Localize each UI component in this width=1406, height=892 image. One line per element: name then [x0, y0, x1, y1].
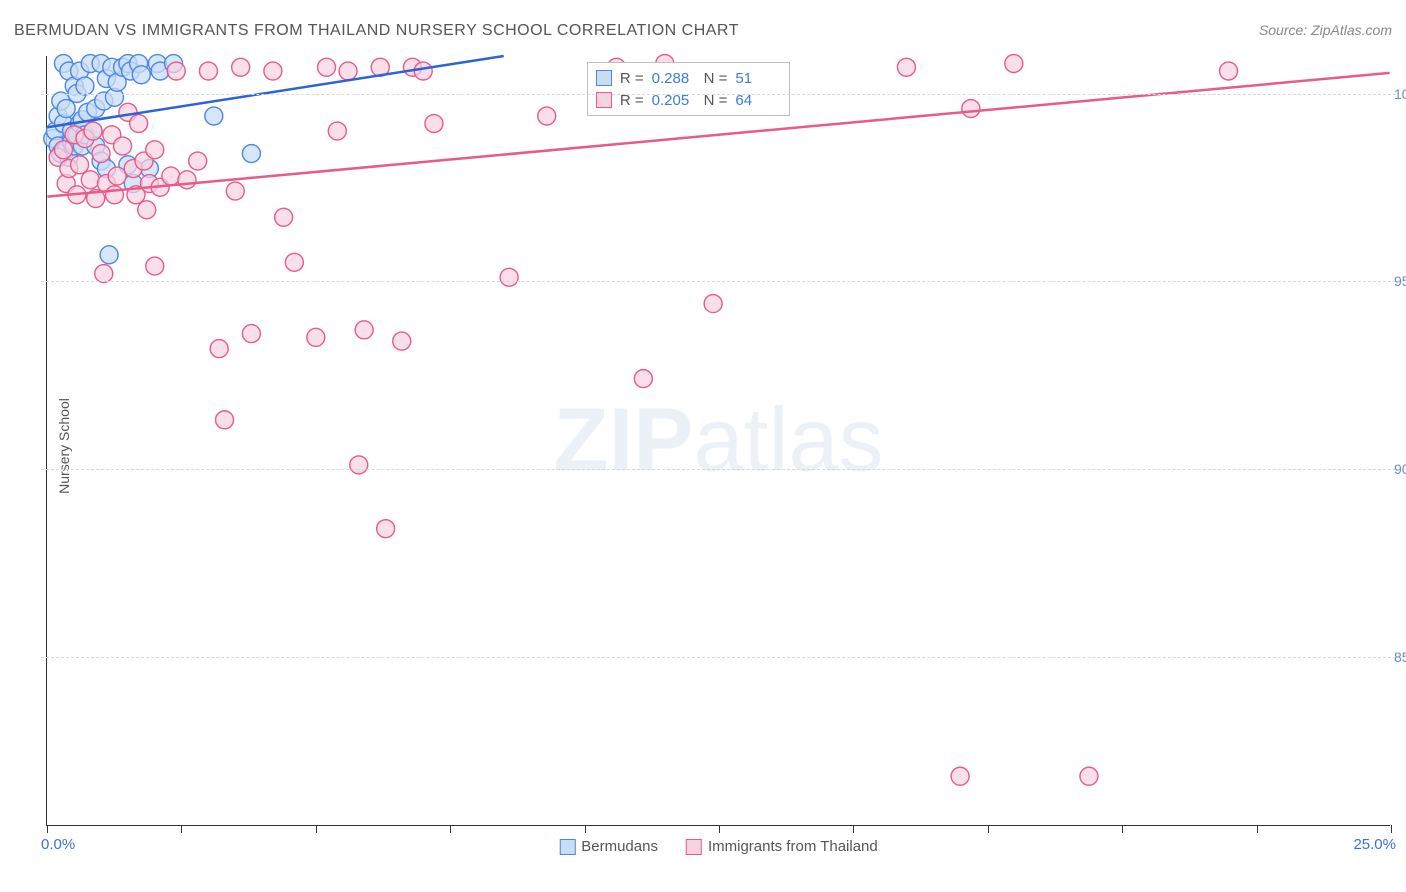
scatter-point — [132, 66, 150, 84]
scatter-point — [1220, 62, 1238, 80]
scatter-point — [167, 62, 185, 80]
gridline — [41, 469, 1396, 470]
scatter-point — [232, 58, 250, 76]
scatter-point — [130, 115, 148, 133]
x-tick — [450, 825, 451, 833]
scatter-point — [54, 141, 72, 159]
scatter-point — [264, 62, 282, 80]
x-axis-min-label: 0.0% — [41, 836, 75, 853]
scatter-point — [425, 115, 443, 133]
x-tick — [988, 825, 989, 833]
chart-title: BERMUDAN VS IMMIGRANTS FROM THAILAND NUR… — [14, 22, 739, 40]
scatter-point — [242, 145, 260, 163]
legend-label: Immigrants from Thailand — [708, 838, 878, 855]
scatter-point — [350, 456, 368, 474]
x-tick — [47, 825, 48, 833]
scatter-point — [189, 152, 207, 170]
x-tick — [181, 825, 182, 833]
scatter-point — [108, 167, 126, 185]
y-tick-label: 100.0% — [1394, 86, 1406, 102]
n-label: N = — [704, 70, 728, 87]
scatter-point — [100, 246, 118, 264]
scatter-point — [275, 208, 293, 226]
gridline — [41, 657, 1396, 658]
x-tick — [1122, 825, 1123, 833]
scatter-point — [205, 107, 223, 125]
scatter-point — [285, 253, 303, 271]
legend-stat-row: R = 0.288 N = 51 — [596, 67, 780, 89]
scatter-point — [81, 171, 99, 189]
r-label: R = — [620, 70, 644, 87]
x-axis-max-label: 25.0% — [1353, 836, 1396, 853]
r-value: 0.288 — [652, 70, 696, 87]
scatter-point — [339, 62, 357, 80]
legend-label: Bermudans — [581, 838, 658, 855]
legend-swatch — [686, 839, 702, 855]
scatter-point — [377, 520, 395, 538]
x-tick — [585, 825, 586, 833]
x-tick — [1257, 825, 1258, 833]
scatter-point — [138, 201, 156, 219]
scatter-point — [307, 328, 325, 346]
bottom-legend-item: Immigrants from Thailand — [686, 838, 878, 855]
bottom-legend: Bermudans Immigrants from Thailand — [559, 838, 878, 855]
scatter-point — [146, 257, 164, 275]
legend-stat-row: R =0.205N =64 — [596, 89, 780, 111]
scatter-point — [704, 295, 722, 313]
scatter-point — [114, 137, 132, 155]
y-tick-label: 95.0% — [1394, 273, 1406, 289]
scatter-point — [71, 156, 89, 174]
scatter-point — [962, 100, 980, 118]
scatter-point — [414, 62, 432, 80]
scatter-point — [199, 62, 217, 80]
scatter-point — [500, 268, 518, 286]
scatter-point — [393, 332, 411, 350]
scatter-point — [1005, 55, 1023, 73]
scatter-point — [538, 107, 556, 125]
gridline — [41, 94, 1396, 95]
legend-swatch — [596, 70, 612, 86]
scatter-point — [951, 767, 969, 785]
scatter-point — [95, 265, 113, 283]
source-attribution: Source: ZipAtlas.com — [1259, 22, 1392, 38]
scatter-point — [84, 122, 102, 140]
scatter-point — [328, 122, 346, 140]
plot-area: ZIPatlas R =0.288N =51R =0.205N =64 Berm… — [46, 56, 1390, 826]
legend-swatch — [559, 839, 575, 855]
scatter-point — [242, 325, 260, 343]
y-tick-label: 90.0% — [1394, 461, 1406, 477]
n-value: 51 — [735, 70, 779, 87]
y-tick-label: 85.0% — [1394, 649, 1406, 665]
scatter-point — [897, 58, 915, 76]
scatter-point — [210, 340, 228, 358]
scatter-point — [57, 100, 75, 118]
scatter-point — [178, 171, 196, 189]
x-tick — [1391, 825, 1392, 833]
scatter-point — [318, 58, 336, 76]
bottom-legend-item: Bermudans — [559, 838, 658, 855]
scatter-point — [76, 77, 94, 95]
scatter-point — [634, 370, 652, 388]
scatter-point — [146, 141, 164, 159]
x-tick — [316, 825, 317, 833]
x-tick — [853, 825, 854, 833]
gridline — [41, 281, 1396, 282]
scatter-point — [105, 186, 123, 204]
scatter-svg — [47, 56, 1390, 825]
legend-stats-box: R = 0.288 N = 51 R =0.205N =64 — [587, 62, 791, 116]
scatter-point — [92, 145, 110, 163]
scatter-point — [216, 411, 234, 429]
x-tick — [719, 825, 720, 833]
scatter-point — [355, 321, 373, 339]
scatter-point — [162, 167, 180, 185]
scatter-point — [1080, 767, 1098, 785]
scatter-point — [226, 182, 244, 200]
